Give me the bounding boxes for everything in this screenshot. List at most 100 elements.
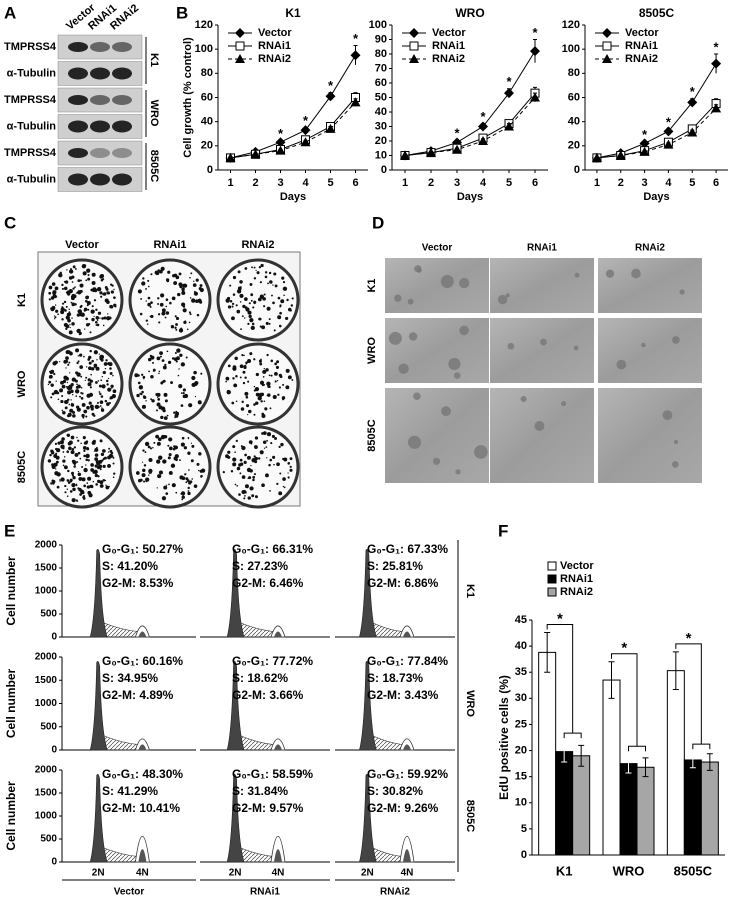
colony bbox=[161, 308, 166, 313]
cycle-stat: G2-M: 8.53% bbox=[102, 576, 174, 590]
blot-band bbox=[68, 148, 88, 158]
marker bbox=[478, 121, 488, 132]
colony bbox=[112, 389, 117, 394]
colony bbox=[65, 315, 70, 320]
error-bar bbox=[642, 757, 649, 778]
colony bbox=[175, 360, 178, 363]
colony bbox=[165, 298, 169, 301]
colony bbox=[69, 408, 74, 413]
colony bbox=[181, 498, 184, 501]
colony bbox=[253, 473, 257, 476]
colony bbox=[90, 309, 95, 314]
colony bbox=[48, 376, 52, 379]
panel-label: E bbox=[4, 521, 15, 540]
colony bbox=[264, 271, 268, 274]
cycle-stat: G2-M: 6.46% bbox=[232, 576, 304, 590]
colony bbox=[240, 407, 245, 411]
colony bbox=[94, 453, 99, 457]
micrograph bbox=[490, 258, 594, 313]
marker bbox=[687, 97, 698, 108]
colony bbox=[152, 368, 156, 372]
colony bbox=[77, 310, 80, 313]
y-tick-label: 30 bbox=[515, 692, 527, 704]
colony bbox=[71, 393, 74, 396]
colony bbox=[77, 439, 80, 442]
y-tick-label: 20 bbox=[515, 744, 527, 756]
bar bbox=[572, 755, 591, 856]
colony bbox=[262, 440, 267, 445]
colony bbox=[229, 284, 232, 287]
colony bbox=[165, 311, 170, 315]
colony bbox=[74, 389, 80, 394]
colony bbox=[279, 304, 282, 307]
colony bbox=[108, 401, 112, 405]
colony bbox=[455, 469, 461, 475]
y-axis-label: Cell number bbox=[4, 669, 18, 739]
colony bbox=[277, 315, 282, 320]
colony bbox=[175, 458, 178, 462]
colony bbox=[146, 323, 149, 325]
colony bbox=[275, 365, 280, 370]
colony bbox=[253, 277, 257, 280]
colony bbox=[251, 322, 255, 326]
colony bbox=[262, 431, 267, 435]
y-tick-label: 500 bbox=[40, 721, 57, 732]
colony bbox=[76, 407, 81, 412]
series-line bbox=[230, 101, 356, 159]
colony bbox=[141, 390, 144, 394]
colony bbox=[239, 376, 242, 379]
colony bbox=[147, 279, 150, 282]
y-tick-label: 25 bbox=[515, 718, 527, 730]
colony bbox=[61, 437, 65, 441]
colony bbox=[106, 291, 108, 293]
colony bbox=[573, 345, 579, 351]
bar bbox=[636, 766, 655, 856]
colony bbox=[225, 454, 229, 459]
colony bbox=[85, 279, 88, 282]
x-tick-label: WRO bbox=[613, 863, 645, 878]
colony bbox=[255, 401, 259, 405]
colony bbox=[68, 288, 73, 294]
colony bbox=[253, 403, 256, 406]
colony bbox=[150, 273, 153, 276]
colony bbox=[193, 291, 199, 296]
colony bbox=[156, 441, 161, 446]
bar bbox=[555, 751, 574, 856]
colony bbox=[100, 408, 105, 412]
colony bbox=[261, 413, 266, 418]
x-tick-label: 1 bbox=[227, 177, 233, 189]
colony bbox=[250, 293, 254, 297]
colony bbox=[268, 463, 271, 467]
colony bbox=[160, 415, 164, 420]
colony bbox=[159, 355, 162, 358]
colony bbox=[86, 269, 90, 273]
colony bbox=[60, 399, 64, 404]
colony bbox=[101, 407, 103, 409]
colony bbox=[235, 439, 238, 443]
colony bbox=[188, 469, 190, 471]
colony bbox=[95, 366, 100, 371]
colony bbox=[135, 471, 140, 475]
x-tick-label: 3 bbox=[454, 177, 460, 189]
colony bbox=[408, 332, 418, 341]
colony bbox=[79, 283, 84, 288]
colony bbox=[175, 275, 180, 280]
significance-mark: * bbox=[480, 109, 486, 124]
colony bbox=[54, 316, 57, 319]
colony bbox=[102, 292, 106, 296]
y-tick-label: 40 bbox=[201, 116, 213, 128]
colony bbox=[101, 384, 106, 389]
colony bbox=[561, 401, 567, 407]
colony bbox=[148, 457, 153, 463]
y-tick-label: 0 bbox=[51, 632, 57, 643]
colony bbox=[641, 342, 646, 348]
colony bbox=[249, 352, 253, 356]
colony bbox=[137, 381, 141, 385]
colony bbox=[56, 448, 61, 453]
colony bbox=[97, 311, 102, 315]
colony bbox=[180, 392, 183, 394]
colony bbox=[225, 298, 230, 303]
colony bbox=[85, 458, 88, 462]
colony bbox=[147, 285, 150, 288]
colony bbox=[141, 461, 144, 463]
